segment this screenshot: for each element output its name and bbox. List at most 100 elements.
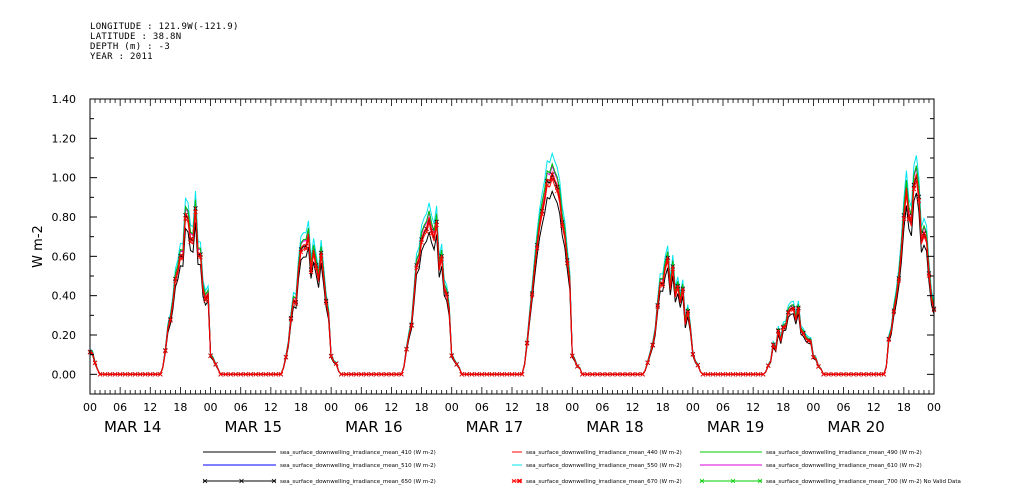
- x-tick-label: 12: [384, 401, 398, 414]
- legend-marker: [511, 478, 517, 484]
- series-marker-7: [439, 256, 444, 261]
- legend-marker: [730, 478, 736, 484]
- x-tick-label: 00: [445, 401, 459, 414]
- x-tick-label: 12: [746, 401, 760, 414]
- legend-marker: [271, 478, 277, 484]
- series-marker-7: [132, 372, 138, 377]
- series-marker-7: [173, 278, 178, 284]
- series-marker-7: [268, 372, 274, 377]
- series-marker-7: [494, 372, 500, 377]
- x-tick-label: 18: [776, 401, 790, 414]
- series-marker-7: [765, 363, 771, 369]
- series-marker-7: [273, 372, 279, 377]
- series-marker-7: [891, 309, 897, 315]
- series-marker-7: [670, 266, 676, 272]
- y-tick-label: 0.00: [52, 368, 77, 381]
- series-marker-7: [263, 372, 269, 377]
- series-marker-7: [590, 372, 595, 377]
- series-marker-7: [228, 372, 233, 377]
- x-tick-label: 00: [324, 401, 338, 414]
- series-marker-7: [318, 253, 324, 258]
- legend: sea_surface_downwelling_irradiance_mean_…: [202, 450, 961, 485]
- y-axis-title: W m-2: [31, 225, 46, 268]
- series-marker-7: [730, 372, 736, 377]
- series-marker-7: [816, 364, 821, 369]
- series-marker-7: [353, 372, 359, 377]
- series-marker-7: [750, 372, 756, 377]
- series-marker-7: [876, 372, 882, 377]
- y-tick-label: 1.40: [52, 93, 77, 106]
- series-marker-7: [801, 331, 806, 337]
- y-tick-label: 0.80: [52, 211, 77, 224]
- legend-marker: [239, 478, 244, 484]
- x-tick-label: 12: [626, 401, 640, 414]
- series-marker-7: [811, 355, 816, 360]
- series-marker-7: [208, 353, 213, 359]
- legend-label: sea_surface_downwelling_irradiance_mean_…: [280, 479, 436, 485]
- series-marker-7: [137, 372, 143, 377]
- series-marker-7: [851, 372, 856, 377]
- series-marker-7: [871, 372, 876, 377]
- plot-frame: [89, 98, 935, 395]
- series-marker-7: [364, 372, 369, 377]
- series-marker-7: [409, 323, 414, 329]
- y-tick-label: 0.20: [52, 329, 77, 342]
- series-marker-7: [539, 212, 545, 217]
- series-marker-7: [313, 265, 319, 270]
- series-marker-7: [620, 372, 625, 377]
- series-marker-7: [168, 318, 173, 323]
- series-marker-7: [529, 292, 535, 298]
- series-marker-7: [323, 300, 329, 305]
- series-marker-7: [102, 372, 108, 377]
- series-marker-7: [117, 372, 123, 377]
- series-layer: [87, 151, 937, 377]
- series-marker-7: [459, 372, 465, 377]
- series-marker-7: [775, 329, 781, 334]
- series-marker-7: [193, 209, 198, 215]
- series-marker-7: [524, 341, 530, 346]
- series-marker-7: [97, 372, 103, 377]
- series-line-7: [89, 177, 935, 375]
- x-tick-label: 00: [204, 401, 218, 414]
- series-marker-7: [549, 176, 555, 181]
- axes-layer: 0.00 0.20 0.40 0.60 0.80 1.00 1.20 1.40 00 06 12 18…: [31, 93, 941, 436]
- series-marker-7: [148, 372, 153, 377]
- series-marker-7: [580, 372, 585, 377]
- series-marker-7: [394, 372, 399, 377]
- header-info: LONGITUDE : 121.9W(-121.9) LATITUDE : 38…: [90, 22, 239, 62]
- x-tick-label: 18: [415, 401, 429, 414]
- series-marker-7: [725, 372, 731, 377]
- series-marker-7: [343, 372, 349, 377]
- series-marker-7: [464, 372, 470, 377]
- series-marker-7: [243, 372, 249, 377]
- series-marker-7: [213, 362, 218, 367]
- series-marker-7: [92, 360, 98, 366]
- x-tick-label: 00: [686, 401, 700, 414]
- series-marker-7: [605, 372, 610, 377]
- series-marker-7: [881, 372, 887, 377]
- day-label: MAR 16: [345, 418, 402, 436]
- series-marker-7: [469, 372, 475, 377]
- x-tick-label: 00: [83, 401, 97, 414]
- series-marker-7: [564, 260, 570, 266]
- legend-marker: [202, 478, 208, 484]
- legend-label: sea_surface_downwelling_irradiance_mean_…: [526, 450, 682, 456]
- series-marker-7: [921, 234, 927, 239]
- x-tick-label: 18: [656, 401, 670, 414]
- x-tick-label: 12: [505, 401, 519, 414]
- series-marker-7: [434, 222, 439, 228]
- series-marker-7: [715, 372, 721, 377]
- series-marker-7: [791, 307, 796, 312]
- series-marker-7: [389, 372, 394, 377]
- series-marker-7: [303, 246, 309, 252]
- series-marker-7: [107, 372, 113, 377]
- x-tick-label: 06: [234, 401, 248, 414]
- series-marker-7: [374, 372, 379, 377]
- series-marker-7: [328, 354, 334, 359]
- legend-label: sea_surface_downwelling_irradiance_mean_…: [766, 479, 961, 485]
- series-marker-7: [685, 310, 691, 315]
- series-marker-7: [534, 245, 540, 251]
- series-marker-7: [866, 372, 871, 377]
- legend-label: sea_surface_downwelling_irradiance_mean_…: [280, 450, 436, 456]
- x-tick-label: 06: [595, 401, 609, 414]
